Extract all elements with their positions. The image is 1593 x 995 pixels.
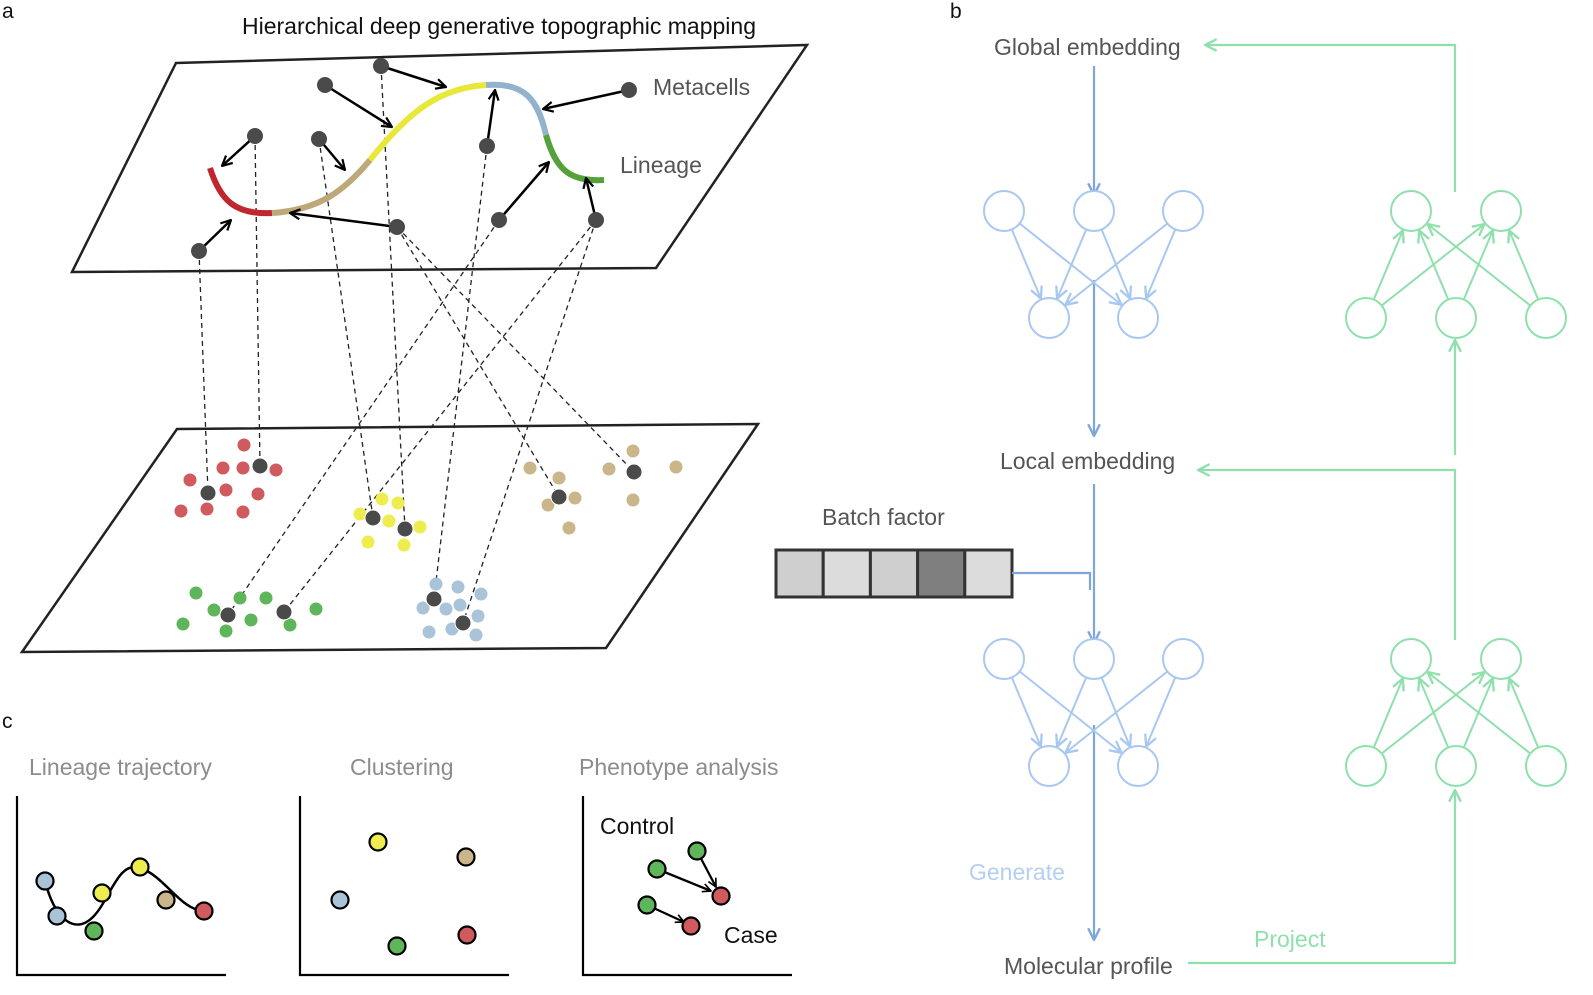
network-neuron — [1117, 745, 1159, 787]
projection-path — [1188, 45, 1455, 965]
batch-connector — [1012, 571, 1092, 590]
panel-a-title: Hierarchical deep generative topographic… — [242, 13, 756, 39]
network-neuron — [1073, 190, 1115, 232]
metacell-node — [247, 128, 263, 144]
network-neuron — [983, 638, 1025, 680]
encoder-network-upper — [1345, 190, 1567, 339]
network-neuron — [983, 190, 1025, 232]
network-neuron — [1435, 745, 1477, 787]
batch-factor-cell — [916, 548, 967, 599]
lower-plane — [19, 422, 761, 654]
batch-factor-cell — [868, 548, 920, 599]
metacell-node — [373, 58, 389, 74]
metacell-node — [191, 243, 207, 259]
global-embedding-label: Global embedding — [994, 34, 1181, 60]
metacell-nodes — [191, 58, 637, 259]
network-neuron — [1345, 297, 1387, 339]
cluster-blue — [416, 577, 488, 642]
batch-factor-cell — [963, 548, 1014, 599]
project-label: Project — [1254, 926, 1326, 952]
mini-trajectory-curve — [43, 865, 205, 926]
lineage-curve — [207, 81, 605, 217]
lineage-segment-red — [207, 167, 273, 217]
panel-b-letter: b — [950, 0, 962, 23]
metacells-label: Metacells — [653, 74, 750, 100]
lineage-trajectory-title: Lineage trajectory — [29, 754, 212, 780]
network-neuron — [1390, 190, 1432, 232]
cluster-green — [176, 586, 323, 638]
panel-a-letter: a — [2, 0, 14, 23]
network-neuron — [1162, 638, 1204, 680]
network-neuron — [1480, 190, 1522, 232]
phenotype-analysis-title: Phenotype analysis — [579, 754, 778, 780]
cluster-tan — [523, 444, 683, 535]
metacell-node — [479, 138, 495, 154]
lineage-segment-tan — [271, 158, 373, 216]
generate-label: Generate — [969, 859, 1065, 885]
mini-cluster-points — [330, 832, 477, 956]
lineage-segment-green — [543, 134, 605, 184]
clustering-axes — [298, 796, 509, 977]
network-neuron — [1162, 190, 1204, 232]
metacell-arrows — [198, 64, 630, 252]
lineage-label: Lineage — [620, 152, 702, 178]
metacell-node — [491, 212, 507, 228]
control-label: Control — [600, 813, 674, 839]
metacell-node — [317, 77, 333, 93]
decoder-network-upper — [983, 190, 1204, 339]
phenotype-points — [637, 841, 731, 936]
batch-factor-cell — [821, 548, 872, 599]
cluster-anchor-nodes — [199, 457, 643, 632]
network-neuron — [1435, 297, 1477, 339]
network-neuron — [1390, 638, 1432, 680]
metacell-node — [621, 82, 637, 98]
lineage-segment-blue — [485, 81, 549, 136]
upper-plane — [69, 43, 810, 274]
metacell-node — [588, 212, 604, 228]
cluster-yellow — [353, 492, 427, 552]
encoder-network-lower — [1345, 638, 1567, 787]
network-neuron — [1525, 297, 1567, 339]
clustering-title: Clustering — [350, 754, 454, 780]
decoder-network-lower — [983, 638, 1204, 787]
batch-factor-vector — [774, 548, 1014, 599]
network-neuron — [1028, 745, 1070, 787]
mini-trajectory-points — [35, 857, 214, 941]
metacell-node — [389, 219, 405, 235]
panel-c-axes — [15, 796, 792, 977]
case-label: Case — [724, 922, 778, 948]
projection-lines — [198, 65, 635, 624]
local-embedding-label: Local embedding — [1000, 448, 1175, 474]
metacell-node — [311, 131, 327, 147]
network-neuron — [1345, 745, 1387, 787]
network-neuron — [1525, 745, 1567, 787]
batch-factor-cell — [774, 548, 825, 599]
batch-factor-label: Batch factor — [822, 504, 945, 530]
molecular-profile-label: Molecular profile — [1004, 953, 1173, 979]
network-neuron — [1028, 297, 1070, 339]
panel-c-letter: c — [2, 710, 13, 733]
phenotype-axes — [581, 796, 792, 977]
lineage-axes — [15, 796, 226, 977]
lineage-segment-yellow — [367, 82, 487, 162]
network-neuron — [1480, 638, 1522, 680]
cluster-red — [174, 438, 283, 519]
network-neuron — [1073, 638, 1115, 680]
network-neuron — [1117, 297, 1159, 339]
